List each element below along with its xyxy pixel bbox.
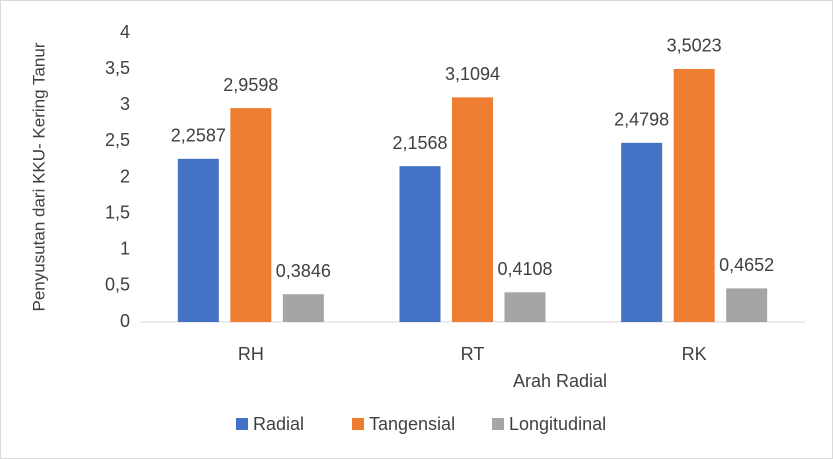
x-axis-title: Arah Radial: [513, 371, 607, 391]
y-tick-label: 0: [120, 311, 130, 331]
bar: [282, 294, 324, 322]
legend-swatch: [352, 418, 364, 430]
data-label: 3,1094: [445, 64, 500, 84]
bar: [504, 292, 546, 322]
legend-swatch: [492, 418, 504, 430]
y-tick-label: 4: [120, 22, 130, 42]
data-label: 0,4652: [719, 255, 774, 275]
legend-swatch: [236, 418, 248, 430]
data-label: 3,5023: [667, 36, 722, 56]
data-label: 0,4108: [497, 259, 552, 279]
bar: [452, 97, 493, 322]
y-tick-label: 1: [120, 239, 130, 259]
x-tick-label: RK: [682, 344, 707, 364]
x-tick-label: RH: [238, 344, 264, 364]
y-axis-title: Penyusutan dari KKU- Kering Tanur: [29, 42, 48, 311]
y-tick-label: 2: [120, 166, 130, 186]
y-tick-label: 3,5: [105, 58, 130, 78]
data-label: 0,3846: [276, 261, 331, 281]
bar: [230, 108, 272, 322]
bar: [673, 68, 715, 322]
legend-label: Tangensial: [369, 414, 455, 434]
legend-label: Radial: [253, 414, 304, 434]
bar: [726, 288, 768, 322]
bar: [399, 166, 441, 322]
x-tick-label: RT: [461, 344, 485, 364]
bar: [621, 142, 663, 322]
legend-label: Longitudinal: [509, 414, 606, 434]
data-label: 2,2587: [171, 126, 226, 146]
y-tick-label: 1,5: [105, 202, 130, 222]
y-tick-label: 0,5: [105, 275, 130, 295]
y-tick-label: 2,5: [105, 130, 130, 150]
data-label: 2,9598: [223, 75, 278, 95]
y-tick-label: 3: [120, 94, 130, 114]
bar: [177, 158, 219, 322]
data-label: 2,1568: [392, 133, 447, 153]
data-label: 2,4798: [614, 110, 669, 130]
